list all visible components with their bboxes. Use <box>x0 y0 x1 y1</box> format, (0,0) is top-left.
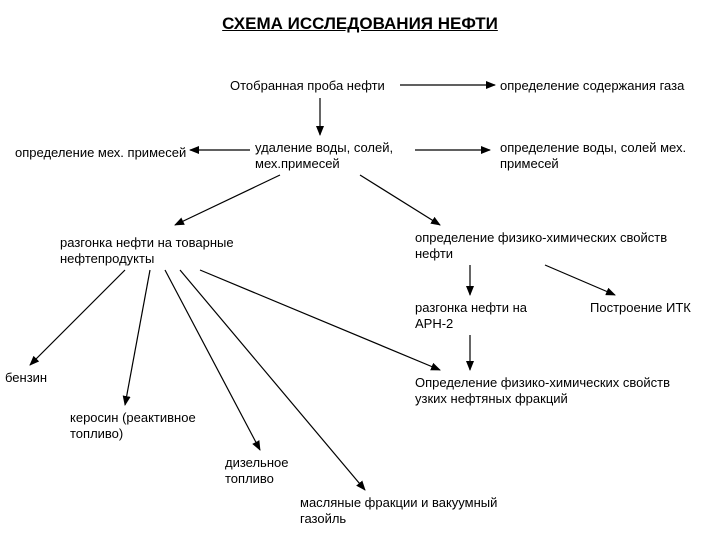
node-narrow: Определение физико-химических свойств уз… <box>415 375 695 408</box>
node-benzin: бензин <box>5 370 85 386</box>
edge-4 <box>175 175 280 225</box>
edge-5 <box>360 175 440 225</box>
node-sample: Отобранная проба нефти <box>230 78 430 94</box>
node-arn2: разгонка нефти на АРН-2 <box>415 300 535 333</box>
node-itk: Построение ИТК <box>590 300 700 316</box>
node-diesel: дизельное топливо <box>225 455 325 488</box>
node-gas: определение содержания газа <box>500 78 710 94</box>
diagram-container: СХЕМА ИССЛЕДОВАНИЯ НЕФТИ Отобранная проб… <box>0 0 720 540</box>
node-distill: разгонка нефти на товарные нефтепродукты <box>60 235 270 268</box>
node-oilfrac: масляные фракции и вакуумный газойль <box>300 495 500 528</box>
node-physchem: определение физико-химических свойств не… <box>415 230 675 263</box>
edge-9 <box>30 270 125 365</box>
edge-13 <box>200 270 440 370</box>
node-mech: определение мех. примесей <box>15 145 215 161</box>
node-removal: удаление воды, солей, мех.примесей <box>255 140 435 173</box>
node-water: определение воды, солей мех. примесей <box>500 140 700 173</box>
node-kerosin: керосин (реактивное топливо) <box>70 410 240 443</box>
diagram-title: СХЕМА ИССЛЕДОВАНИЯ НЕФТИ <box>0 14 720 34</box>
edge-7 <box>545 265 615 295</box>
edge-10 <box>125 270 150 405</box>
